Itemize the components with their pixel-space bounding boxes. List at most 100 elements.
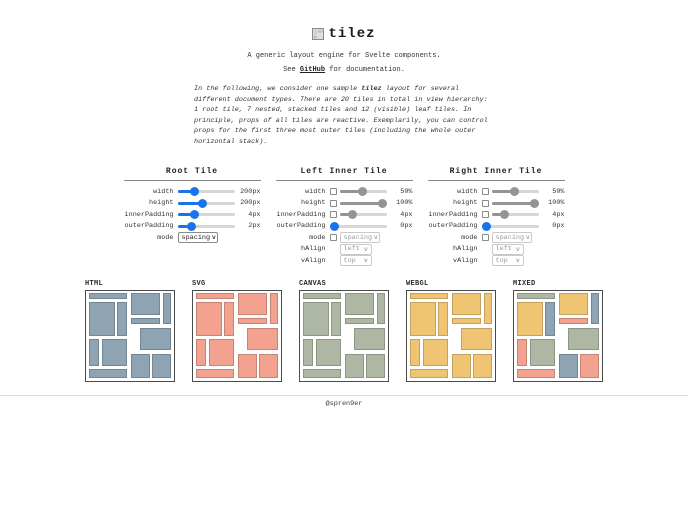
slider-thumb[interactable] bbox=[509, 187, 519, 197]
slider-thumb[interactable] bbox=[197, 198, 207, 208]
leaf-tile-left-bottom-narrow bbox=[302, 338, 314, 367]
valign-select[interactable]: top ∨ bbox=[491, 255, 524, 267]
leaf-tile-left-square bbox=[208, 338, 235, 367]
mode-select[interactable]: spacing ∨ bbox=[491, 232, 532, 244]
left-halign-row: hAlign left ∨ bbox=[276, 243, 413, 256]
row-value: 2px bbox=[248, 222, 261, 231]
leaf-tile-left-big-block bbox=[302, 301, 329, 337]
panel-title: Root Tile bbox=[165, 167, 219, 177]
root-inner-padding-row: innerPadding 4px bbox=[124, 209, 261, 221]
leaf-tile-left-big-block bbox=[409, 301, 436, 337]
width-slider[interactable] bbox=[339, 187, 387, 197]
row-value: 200px bbox=[240, 199, 261, 208]
preview-label: HTML bbox=[85, 279, 104, 288]
root-height-row: height 200px bbox=[124, 198, 261, 210]
leaf-tile-right-bottom-right bbox=[259, 354, 279, 378]
row-label: width bbox=[457, 187, 478, 196]
inner-padding-checkbox[interactable] bbox=[329, 211, 337, 219]
leaf-tile-right-top-block bbox=[131, 293, 161, 315]
leaf-tile-right-thin-bar bbox=[345, 317, 375, 325]
slider-thumb[interactable] bbox=[529, 198, 539, 208]
valign-select[interactable]: top ∨ bbox=[339, 255, 372, 267]
row-label: innerPadding bbox=[124, 210, 174, 219]
slider-thumb[interactable] bbox=[357, 187, 367, 197]
root-mode-row: mode spacing ∨ bbox=[124, 232, 261, 244]
width-slider[interactable] bbox=[177, 187, 235, 197]
inner-padding-slider[interactable] bbox=[177, 210, 235, 220]
left-height-row: height 100% bbox=[276, 198, 413, 210]
inner-padding-slider[interactable] bbox=[491, 210, 539, 220]
right-inner-tile-panel: Right Inner Tile width 50% height 100% i… bbox=[427, 167, 565, 267]
height-slider[interactable] bbox=[339, 198, 387, 208]
right-halign-row: hAlign left ∨ bbox=[428, 243, 565, 256]
inner-padding-checkbox[interactable] bbox=[481, 211, 489, 219]
panel-divider bbox=[427, 180, 565, 182]
leaf-tile-left-big-block bbox=[516, 301, 543, 337]
leaf-tile-right-edge-strip bbox=[269, 293, 279, 325]
intro-paragraph: In the following, we consider one sample… bbox=[194, 84, 494, 147]
right-outer-padding-row: outerPadding 0px bbox=[428, 221, 565, 233]
mode-checkbox[interactable] bbox=[481, 234, 489, 242]
slider-thumb[interactable] bbox=[499, 210, 509, 220]
halign-select[interactable]: left ∨ bbox=[491, 243, 524, 255]
subtitle: A generic layout engine for Svelte compo… bbox=[247, 52, 441, 60]
leaf-tile-right-bottom-right bbox=[473, 354, 493, 378]
width-slider[interactable] bbox=[491, 187, 539, 197]
chevron-down-icon: ∨ bbox=[363, 245, 369, 253]
width-checkbox[interactable] bbox=[329, 188, 337, 196]
leaf-tile-left-bottom-narrow bbox=[409, 338, 421, 367]
slider-thumb[interactable] bbox=[330, 221, 340, 231]
preview-html: HTML bbox=[85, 280, 175, 382]
outer-padding-slider[interactable] bbox=[329, 221, 387, 231]
right-valign-row: vAlign top ∨ bbox=[428, 255, 565, 267]
intro-text-after: layout for several different document ty… bbox=[194, 85, 488, 146]
leaf-tile-right-bottom-left bbox=[238, 354, 257, 378]
leaf-tile-left-big-block bbox=[88, 301, 115, 337]
row-value: 100% bbox=[396, 199, 413, 208]
slider-thumb[interactable] bbox=[189, 187, 199, 197]
row-value: 0px bbox=[400, 222, 413, 231]
slider-thumb[interactable] bbox=[189, 210, 199, 220]
page-title: tilez bbox=[328, 26, 376, 42]
inner-padding-slider[interactable] bbox=[339, 210, 387, 220]
mode-select[interactable]: spacing ∨ bbox=[177, 232, 218, 244]
leaf-tile-right-middle-rect bbox=[354, 328, 386, 351]
chevron-down-icon: ∨ bbox=[525, 234, 531, 242]
row-value: 0px bbox=[552, 222, 565, 231]
mode-select[interactable]: spacing ∨ bbox=[339, 232, 380, 244]
left-inner-padding-row: innerPadding 4px bbox=[276, 209, 413, 221]
preview-label: CANVAS bbox=[299, 279, 327, 288]
select-value: spacing bbox=[343, 233, 373, 242]
outer-padding-slider[interactable] bbox=[481, 221, 539, 231]
slider-thumb[interactable] bbox=[186, 221, 196, 231]
leaf-tile-right-thin-bar bbox=[131, 317, 161, 325]
doc-text-before: See bbox=[283, 66, 300, 74]
height-checkbox[interactable] bbox=[481, 199, 489, 207]
height-slider[interactable] bbox=[491, 198, 539, 208]
chevron-down-icon: ∨ bbox=[515, 257, 521, 265]
github-link[interactable]: GitHub bbox=[299, 66, 326, 74]
row-label: vAlign bbox=[301, 256, 326, 265]
panel-title: Right Inner Tile bbox=[449, 167, 543, 177]
row-value: 200px bbox=[240, 187, 261, 196]
mode-checkbox[interactable] bbox=[329, 234, 337, 242]
slider-thumb[interactable] bbox=[377, 198, 387, 208]
preview-label: WEBGL bbox=[406, 279, 429, 288]
right-mode-row: mode spacing ∨ bbox=[428, 232, 565, 244]
slider-thumb[interactable] bbox=[482, 221, 492, 231]
halign-select[interactable]: left ∨ bbox=[339, 243, 372, 255]
author-credit: @spren9er bbox=[325, 399, 363, 408]
right-height-row: height 100% bbox=[428, 198, 565, 210]
preview-webgl: WEBGL bbox=[406, 280, 496, 382]
height-slider[interactable] bbox=[177, 198, 235, 208]
slider-thumb[interactable] bbox=[347, 210, 357, 220]
left-width-row: width 50% bbox=[276, 186, 413, 198]
row-value: 50% bbox=[400, 187, 413, 196]
outer-padding-slider[interactable] bbox=[177, 221, 235, 231]
leaf-tile-left-bottom-bar bbox=[302, 368, 342, 378]
leaf-tile-left-strip bbox=[224, 301, 235, 337]
row-label: mode bbox=[461, 233, 478, 242]
height-checkbox[interactable] bbox=[329, 199, 337, 207]
width-checkbox[interactable] bbox=[481, 188, 489, 196]
root-tile-container bbox=[513, 289, 603, 382]
